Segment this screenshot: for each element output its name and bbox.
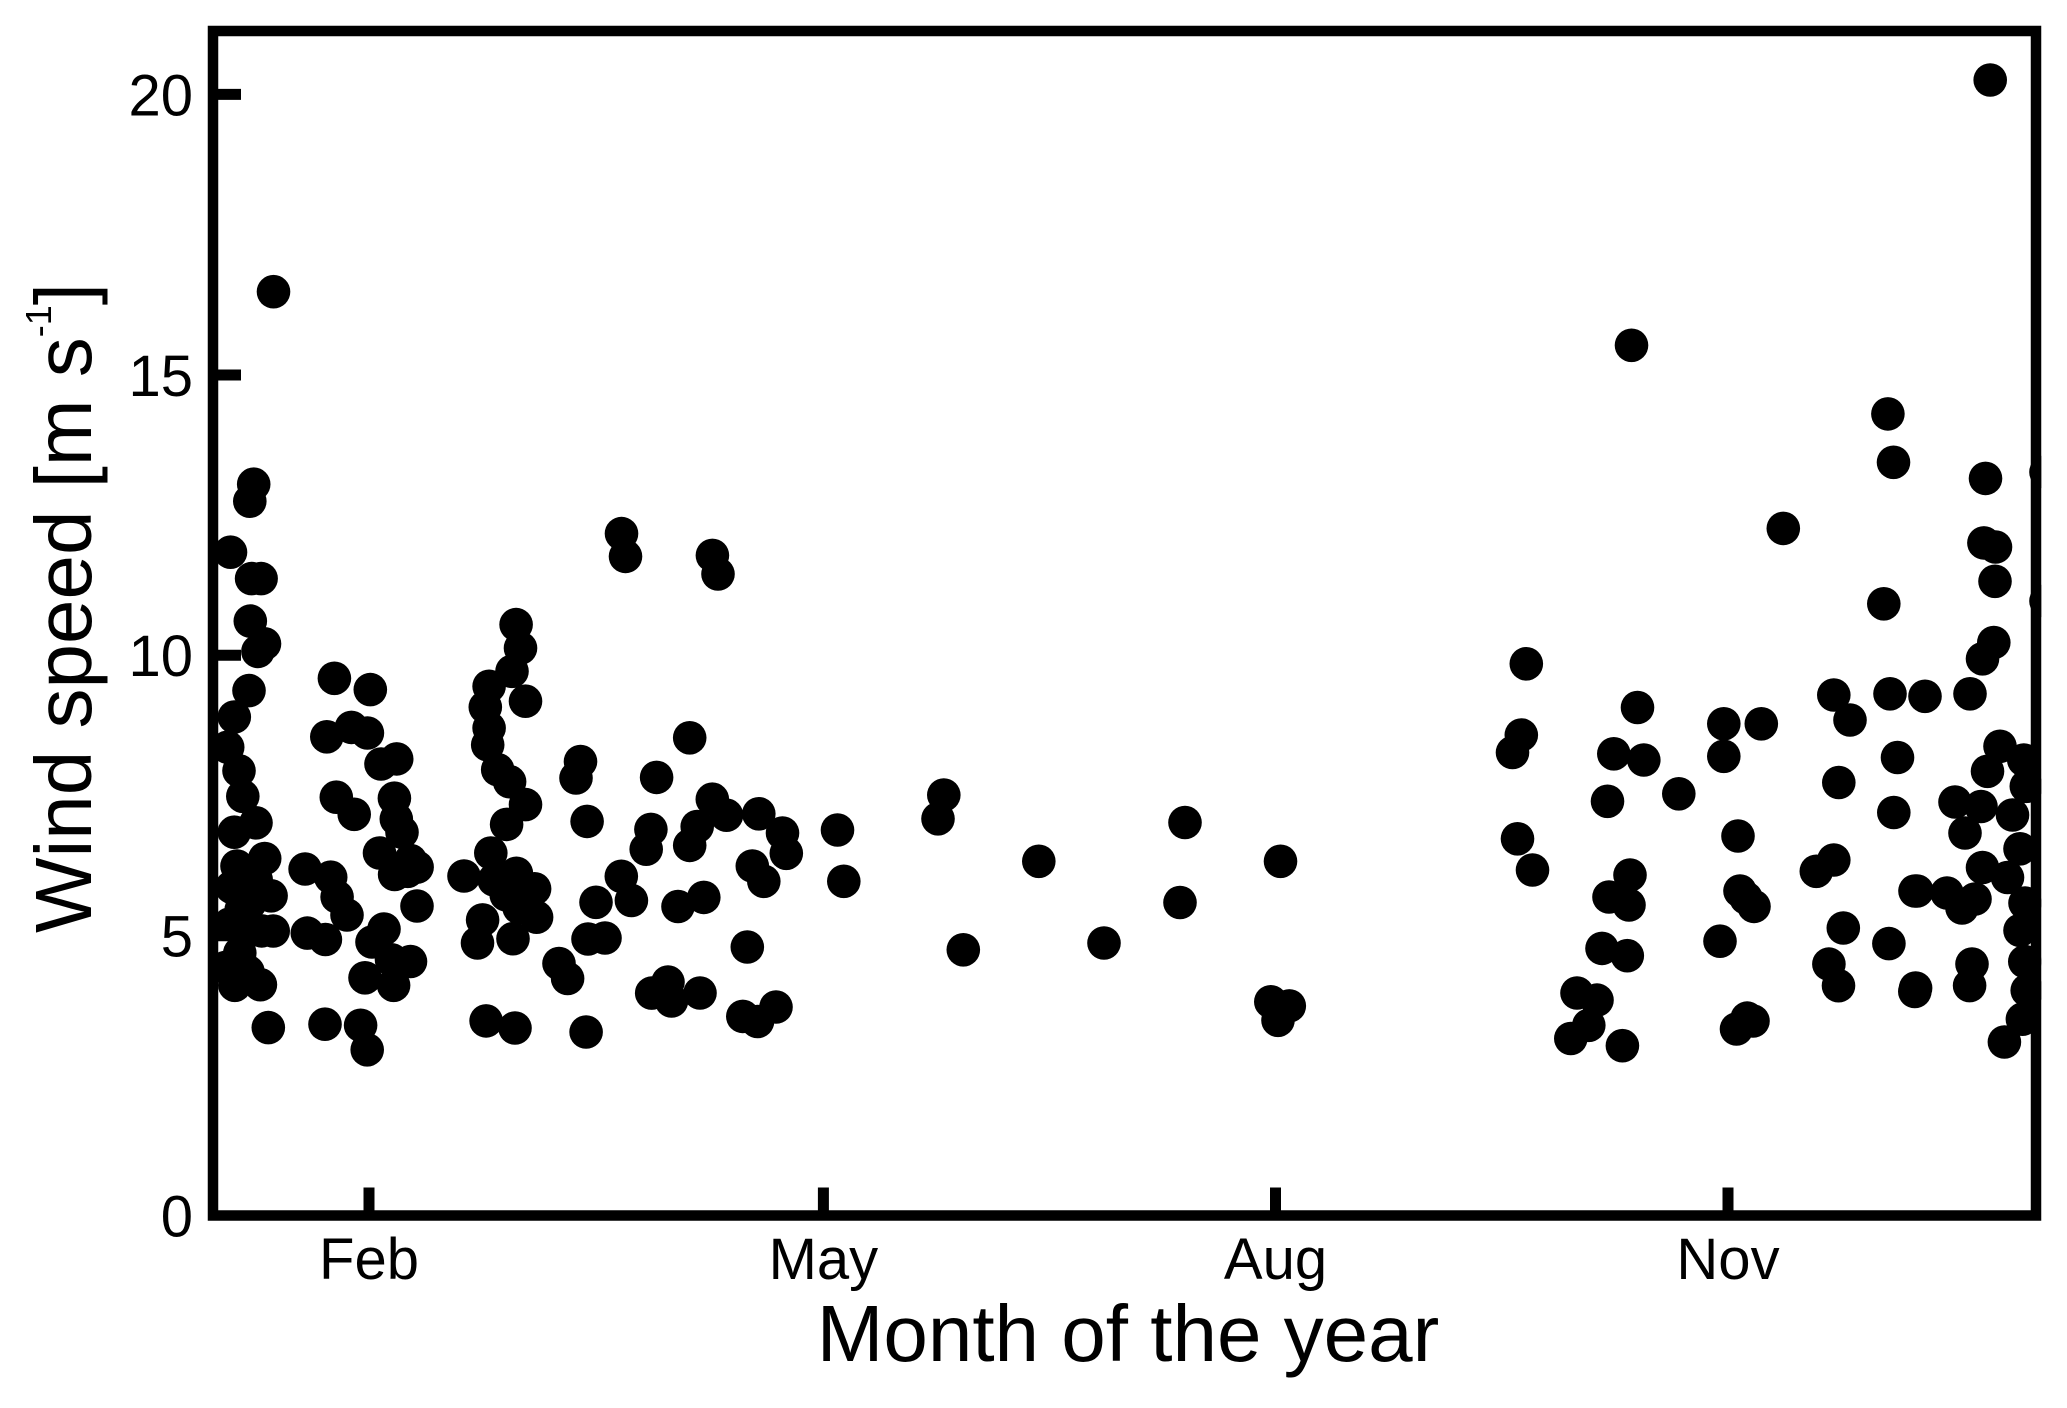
svg-text:20: 20 (128, 63, 193, 128)
svg-text:15: 15 (128, 344, 193, 409)
svg-text:0: 0 (161, 1184, 193, 1249)
svg-text:Wind speed [m s-1]: Wind speed [m s-1] (18, 283, 108, 933)
svg-text:Nov: Nov (1676, 1227, 1779, 1292)
svg-text:Aug: Aug (1224, 1227, 1327, 1292)
svg-text:5: 5 (161, 905, 193, 970)
svg-text:Feb: Feb (319, 1227, 419, 1292)
svg-text:May: May (769, 1227, 879, 1292)
svg-text:10: 10 (128, 624, 193, 689)
svg-text:Month of the year: Month of the year (817, 1289, 1440, 1378)
